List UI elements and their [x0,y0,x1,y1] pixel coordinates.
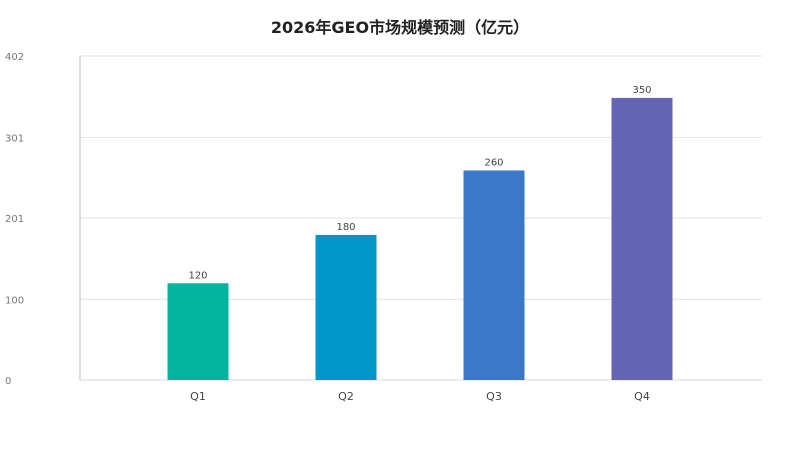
bar-q3 [463,170,525,380]
data-label: 260 [484,157,503,168]
x-tick-labels: Q1 Q2 Q3 Q4 [190,390,650,403]
x-tick-label: Q3 [486,390,502,403]
chart-title: 2026年GEO市场规模预测（亿元） [270,18,530,37]
y-tick-label: 301 [5,133,24,144]
y-tick-label: 0 [5,376,11,387]
y-tick-label: 201 [5,214,24,225]
x-tick-label: Q2 [338,390,354,403]
x-tick-label: Q1 [190,390,206,403]
y-tick-labels: 0 100 201 301 402 [5,52,24,387]
data-labels: 120 180 260 350 [188,85,651,281]
y-tick-label: 402 [5,52,24,63]
bars [167,97,673,380]
x-tick-label: Q4 [634,390,650,403]
y-tick-label: 100 [5,295,24,306]
bar-q1 [167,283,229,380]
bar-q2 [315,234,377,380]
data-label: 180 [336,222,355,233]
data-label: 120 [188,270,207,281]
bar-q4 [611,97,673,380]
data-label: 350 [632,85,651,96]
